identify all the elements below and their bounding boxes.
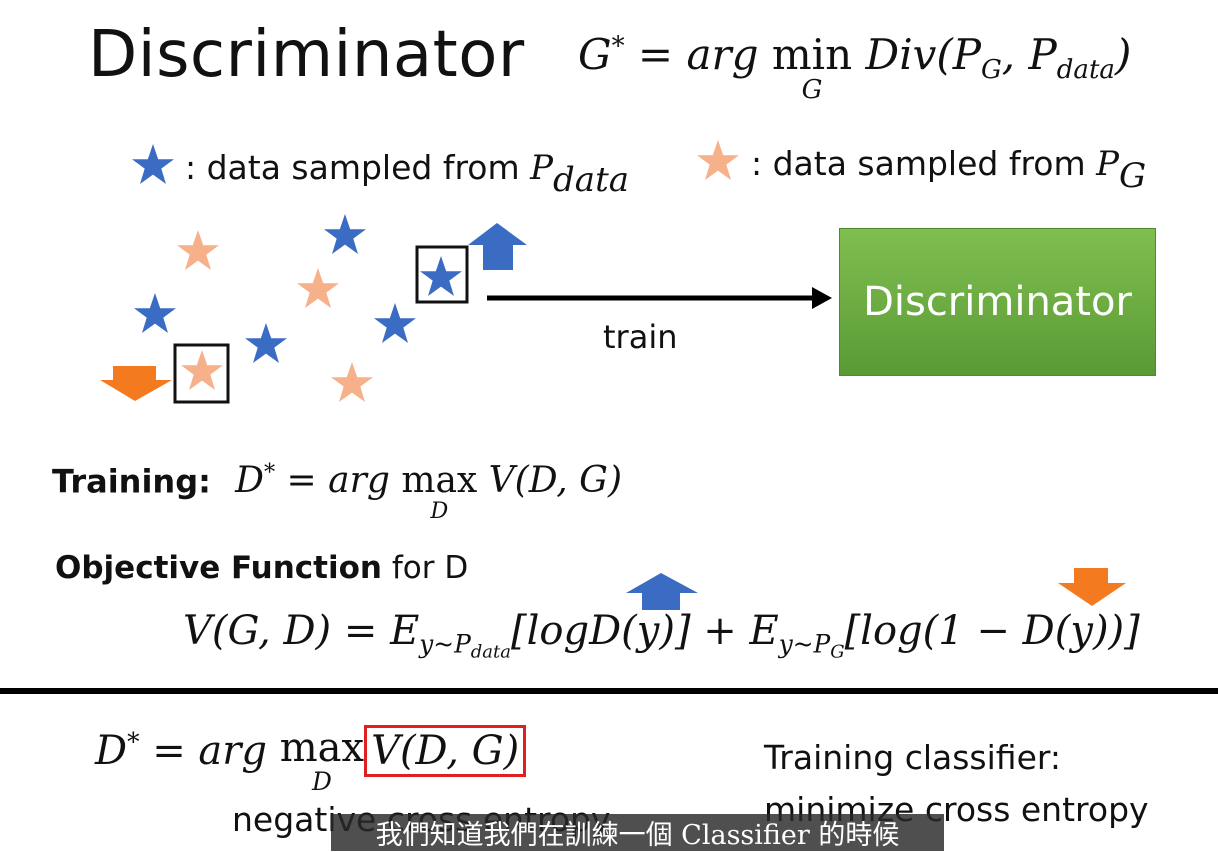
objective-heading: Objective Function for D [55, 550, 469, 586]
video-subtitle: 我們知道我們在訓練一個 Classifier 的時候 [331, 814, 944, 851]
selected-real-sample-box [415, 245, 469, 304]
value-function-equation: V(G, D) = Ey~Pdata[logD(y)] + Ey~PG[log(… [183, 608, 1140, 663]
train-label: train [603, 318, 678, 356]
training-equation: Training: D* = arg max D V(D, G) [52, 460, 622, 524]
up-arrow-icon [626, 573, 698, 610]
generator-objective-equation: G* = arg min G Div(PG, Pdata) [578, 30, 1132, 105]
slide-title: Discriminator [88, 18, 525, 92]
discriminator-objective-equation: D* = arg max D V(D, G) [95, 725, 527, 794]
orange-star-icon [297, 268, 339, 308]
discriminator-box: Discriminator [839, 228, 1156, 376]
legend-real-data: : data sampled from Pdata [185, 148, 629, 200]
down-arrow-icon [100, 366, 172, 401]
down-arrow-icon [1058, 568, 1126, 606]
blue-star-icon [245, 323, 287, 363]
blue-star-icon [374, 303, 416, 343]
section-divider [0, 688, 1218, 694]
training-label: Training: [52, 462, 211, 501]
orange-star-icon [697, 140, 739, 180]
selected-fake-sample-box [173, 343, 230, 404]
right-arrow-icon [812, 287, 832, 309]
up-arrow-icon [468, 223, 527, 270]
orange-star-icon [331, 362, 373, 402]
legend-generated-data: : data sampled from PG [751, 144, 1147, 196]
classifier-note-line1: Training classifier: [764, 738, 1061, 777]
blue-star-icon [324, 214, 366, 254]
highlighted-value-function: V(D, G) [364, 725, 527, 777]
orange-star-icon [181, 350, 223, 390]
orange-star-icon [177, 230, 219, 270]
blue-star-icon [134, 293, 176, 333]
blue-star-icon [420, 256, 462, 296]
blue-star-icon [132, 144, 174, 184]
